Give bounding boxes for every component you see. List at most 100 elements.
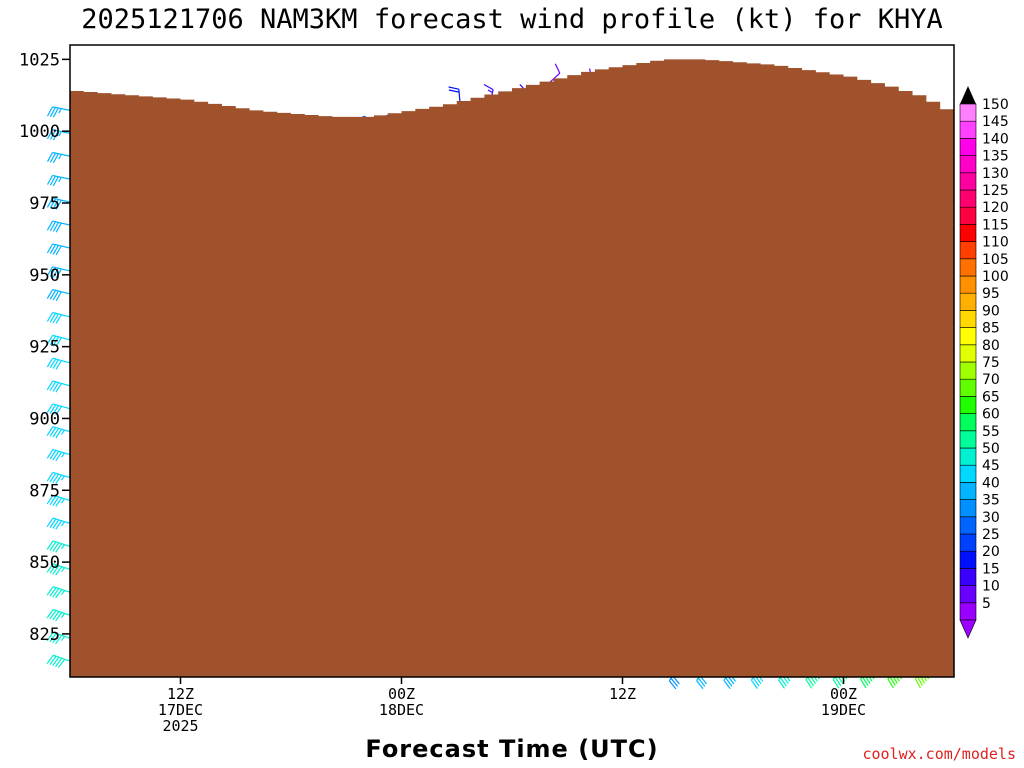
- colorbar-label: 60: [982, 407, 1000, 423]
- colorbar-label: 15: [982, 561, 1000, 577]
- wind-barb: [46, 380, 75, 393]
- x-tick-label: 17DEC: [158, 701, 203, 719]
- wind-barb: [46, 426, 75, 439]
- colorbar-label: 20: [982, 544, 1000, 560]
- colorbar-label: 70: [982, 372, 1000, 388]
- wind-barb: [46, 174, 75, 187]
- y-axis: 825 850 875 900 925 950 975 1000 1025: [19, 50, 70, 645]
- colorbar-swatch: [959, 361, 977, 380]
- colorbar-swatch: [959, 103, 977, 122]
- colorbar-top-arrow: [960, 86, 976, 104]
- wind-barb: [46, 197, 75, 210]
- colorbar-swatch: [959, 258, 977, 277]
- colorbar-label: 90: [982, 303, 1000, 319]
- wind-barb: [46, 220, 75, 233]
- colorbar-label: 5: [982, 596, 991, 612]
- colorbar-swatch: [959, 413, 977, 432]
- colorbar-label: 110: [982, 235, 1009, 251]
- colorbar-label: 130: [982, 166, 1009, 182]
- y-tick-label: 875: [29, 481, 60, 501]
- colorbar-swatch: [959, 464, 977, 483]
- colorbar-swatch: [959, 172, 977, 191]
- y-tick-label: 900: [29, 409, 60, 429]
- wind-barb: [46, 449, 75, 462]
- x-tick-label: 2025: [162, 717, 198, 735]
- colorbar-label: 115: [982, 217, 1009, 233]
- wind-barb: [46, 266, 75, 279]
- colorbar-label: 85: [982, 321, 1000, 337]
- wind-barb: [46, 563, 75, 576]
- colorbar-label: 100: [982, 269, 1009, 285]
- wind-barb: [46, 403, 75, 416]
- colorbar-label: 55: [982, 424, 1000, 440]
- colorbar-swatch: [959, 206, 977, 225]
- colorbar-swatch: [959, 292, 977, 311]
- x-tick-label: 00Z: [388, 685, 415, 703]
- wind-barb: [46, 106, 75, 118]
- wind-barb: [46, 631, 75, 645]
- colorbar-swatch: [959, 499, 977, 518]
- wind-barb: [46, 608, 75, 622]
- x-tick-label: 12Z: [609, 685, 636, 703]
- surface-terrain: [70, 59, 954, 677]
- x-tick-label: 18DEC: [379, 701, 424, 719]
- wind-barb: [46, 540, 75, 553]
- colorbar-swatch: [959, 327, 977, 346]
- colorbar-swatch: [959, 585, 977, 604]
- colorbar-label: 135: [982, 149, 1009, 165]
- colorbar-label: 95: [982, 286, 1000, 302]
- colorbar-swatch: [959, 189, 977, 208]
- wind-barb: [46, 471, 75, 485]
- colorbar-label: 40: [982, 475, 1000, 491]
- colorbar-label: 65: [982, 389, 1000, 405]
- y-tick-label: 950: [29, 266, 60, 286]
- colorbar-label: 25: [982, 527, 1000, 543]
- x-tick-label: 19DEC: [821, 701, 866, 719]
- colorbar-swatch: [959, 310, 977, 328]
- wind-barb: [46, 357, 75, 370]
- y-tick-label: 850: [29, 553, 60, 573]
- colorbar-label: 140: [982, 131, 1009, 147]
- colorbar-label: 120: [982, 200, 1009, 216]
- y-tick-label: 975: [29, 194, 60, 214]
- colorbar-swatch: [959, 224, 977, 242]
- wind-barb: [46, 151, 75, 164]
- colorbar-label: 145: [982, 114, 1009, 130]
- wind-barb: [46, 311, 75, 324]
- colorbar-swatch: [959, 120, 977, 139]
- wind-barb: [46, 243, 75, 256]
- colorbar-label: 75: [982, 355, 1000, 371]
- colorbar-swatch: [959, 430, 977, 449]
- colorbar-swatch: [959, 482, 977, 500]
- colorbar-swatch: [959, 602, 977, 621]
- x-tick-label: 00Z: [830, 685, 857, 703]
- colorbar-bottom-arrow: [959, 619, 977, 639]
- wind-barb: [46, 289, 75, 302]
- y-tick-label: 825: [29, 625, 60, 645]
- wind-barb: [46, 334, 75, 347]
- colorbar-swatch: [959, 396, 977, 414]
- colorbar-swatch: [959, 344, 977, 363]
- colorbar-label: 125: [982, 183, 1009, 199]
- colorbar-label: 30: [982, 510, 1000, 526]
- chart-title: 2025121706 NAM3KM forecast wind profile …: [81, 4, 943, 35]
- colorbar-swatch: [959, 516, 977, 535]
- colorbar-label: 45: [982, 458, 1000, 474]
- x-tick-label: 12Z: [167, 685, 194, 703]
- colorbar-swatch: [959, 155, 977, 174]
- plot-frame: [69, 44, 955, 678]
- colorbar-label: 150: [982, 97, 1009, 113]
- colorbar-swatch: [959, 568, 977, 586]
- colorbar-label: 105: [982, 252, 1009, 268]
- colorbar-label: 10: [982, 579, 1000, 595]
- colorbar-swatch: [959, 138, 977, 156]
- wind-barb: [46, 517, 75, 530]
- x-axis-title: Forecast Time (UTC): [365, 735, 658, 763]
- colorbar-label: 80: [982, 338, 1000, 354]
- y-tick-label: 1025: [19, 50, 60, 70]
- colorbar-swatch: [959, 447, 977, 466]
- colorbar-label: 50: [982, 441, 1000, 457]
